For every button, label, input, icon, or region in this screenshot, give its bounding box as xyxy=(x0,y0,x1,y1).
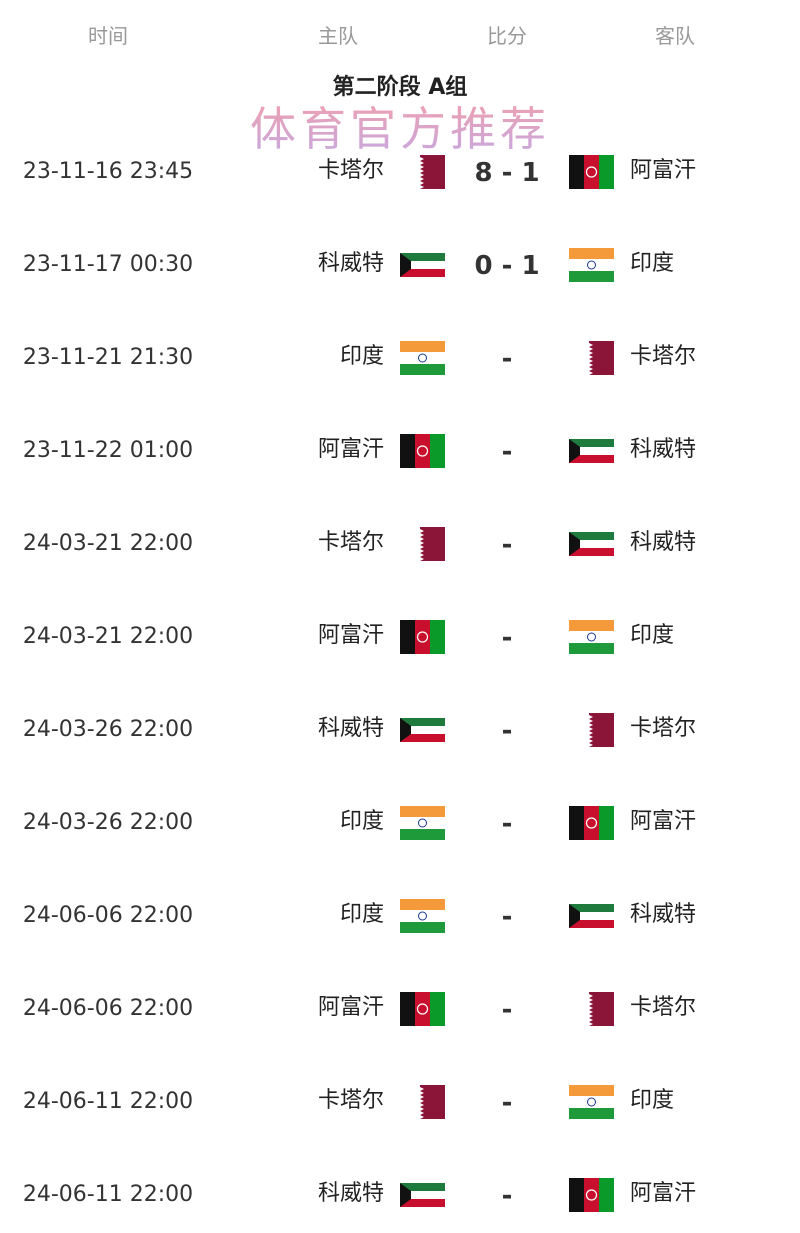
india-flag-icon xyxy=(400,806,445,840)
away-team: 印度 xyxy=(630,1088,675,1113)
match-score: - xyxy=(501,1088,513,1118)
match-score: - xyxy=(501,1181,513,1211)
away-team: 科威特 xyxy=(630,902,697,927)
afghanistan-flag-icon xyxy=(400,620,445,654)
kuwait-flag-icon xyxy=(400,1178,445,1212)
match-row[interactable]: 23-11-16 23:45 卡塔尔 8 - 1 阿富汗 xyxy=(0,143,800,203)
india-flag-icon xyxy=(400,341,445,375)
match-time: 23-11-22 01:00 xyxy=(22,438,194,463)
column-header-home: 主队 xyxy=(318,24,358,48)
home-team: 卡塔尔 xyxy=(317,530,384,555)
away-team: 阿富汗 xyxy=(630,809,697,834)
afghanistan-flag-icon xyxy=(400,992,445,1026)
india-flag-icon xyxy=(569,620,614,654)
column-header-time: 时间 xyxy=(88,24,128,48)
away-team: 阿富汗 xyxy=(630,158,697,183)
match-row[interactable]: 23-11-17 00:30 科威特 0 - 1 印度 xyxy=(0,236,800,296)
group-title: 第二阶段 A组 xyxy=(332,75,468,100)
home-team: 印度 xyxy=(339,809,384,834)
home-team: 阿富汗 xyxy=(317,437,384,462)
match-row[interactable]: 24-03-26 22:00 科威特 - 卡塔尔 xyxy=(0,701,800,761)
india-flag-icon xyxy=(569,248,614,282)
match-row[interactable]: 24-06-11 22:00 科威特 - 阿富汗 xyxy=(0,1166,800,1226)
match-time: 24-03-21 22:00 xyxy=(22,531,194,556)
match-score: - xyxy=(501,623,513,653)
afghanistan-flag-icon xyxy=(569,155,614,189)
match-score: - xyxy=(501,530,513,560)
qatar-flag-icon xyxy=(569,713,614,747)
column-header-score: 比分 xyxy=(487,24,527,48)
away-team: 卡塔尔 xyxy=(630,995,697,1020)
match-time: 23-11-21 21:30 xyxy=(22,345,194,370)
kuwait-flag-icon xyxy=(400,713,445,747)
match-score: 0 - 1 xyxy=(474,251,540,281)
match-time: 23-11-16 23:45 xyxy=(22,159,194,184)
home-team: 卡塔尔 xyxy=(317,158,384,183)
india-flag-icon xyxy=(569,1085,614,1119)
match-row[interactable]: 23-11-22 01:00 阿富汗 - 科威特 xyxy=(0,422,800,482)
match-row[interactable]: 23-11-21 21:30 印度 - 卡塔尔 xyxy=(0,329,800,389)
away-team: 印度 xyxy=(630,623,675,648)
away-team: 卡塔尔 xyxy=(630,344,697,369)
home-team: 阿富汗 xyxy=(317,995,384,1020)
match-time: 23-11-17 00:30 xyxy=(22,252,194,277)
match-score: - xyxy=(501,809,513,839)
away-team: 卡塔尔 xyxy=(630,716,697,741)
match-score: - xyxy=(501,344,513,374)
match-row[interactable]: 24-06-06 22:00 印度 - 科威特 xyxy=(0,887,800,947)
afghanistan-flag-icon xyxy=(569,1178,614,1212)
match-row[interactable]: 24-03-26 22:00 印度 - 阿富汗 xyxy=(0,794,800,854)
match-row[interactable]: 24-06-06 22:00 阿富汗 - 卡塔尔 xyxy=(0,980,800,1040)
qatar-flag-icon xyxy=(569,992,614,1026)
match-row[interactable]: 24-03-21 22:00 阿富汗 - 印度 xyxy=(0,608,800,668)
column-header-away: 客队 xyxy=(655,24,695,48)
away-team: 印度 xyxy=(630,251,675,276)
home-team: 科威特 xyxy=(317,716,384,741)
home-team: 卡塔尔 xyxy=(317,1088,384,1113)
away-team: 阿富汗 xyxy=(630,1181,697,1206)
qatar-flag-icon xyxy=(400,155,445,189)
match-time: 24-06-06 22:00 xyxy=(22,996,194,1021)
match-time: 24-06-11 22:00 xyxy=(22,1089,194,1114)
match-row[interactable]: 24-06-11 22:00 卡塔尔 - 印度 xyxy=(0,1073,800,1133)
home-team: 印度 xyxy=(339,902,384,927)
afghanistan-flag-icon xyxy=(569,806,614,840)
away-team: 科威特 xyxy=(630,437,697,462)
home-team: 印度 xyxy=(339,344,384,369)
match-time: 24-03-26 22:00 xyxy=(22,717,194,742)
home-team: 科威特 xyxy=(317,251,384,276)
qatar-flag-icon xyxy=(400,527,445,561)
match-score: - xyxy=(501,437,513,467)
match-time: 24-06-11 22:00 xyxy=(22,1182,194,1207)
india-flag-icon xyxy=(400,899,445,933)
afghanistan-flag-icon xyxy=(400,434,445,468)
kuwait-flag-icon xyxy=(400,248,445,282)
home-team: 科威特 xyxy=(317,1181,384,1206)
match-time: 24-03-26 22:00 xyxy=(22,810,194,835)
kuwait-flag-icon xyxy=(569,434,614,468)
match-row[interactable]: 24-03-21 22:00 卡塔尔 - 科威特 xyxy=(0,515,800,575)
home-team: 阿富汗 xyxy=(317,623,384,648)
match-score: - xyxy=(501,716,513,746)
qatar-flag-icon xyxy=(569,341,614,375)
away-team: 科威特 xyxy=(630,530,697,555)
qatar-flag-icon xyxy=(400,1085,445,1119)
match-score: - xyxy=(501,995,513,1025)
match-time: 24-03-21 22:00 xyxy=(22,624,194,649)
kuwait-flag-icon xyxy=(569,899,614,933)
match-score: - xyxy=(501,902,513,932)
match-score: 8 - 1 xyxy=(474,158,540,188)
kuwait-flag-icon xyxy=(569,527,614,561)
match-time: 24-06-06 22:00 xyxy=(22,903,194,928)
